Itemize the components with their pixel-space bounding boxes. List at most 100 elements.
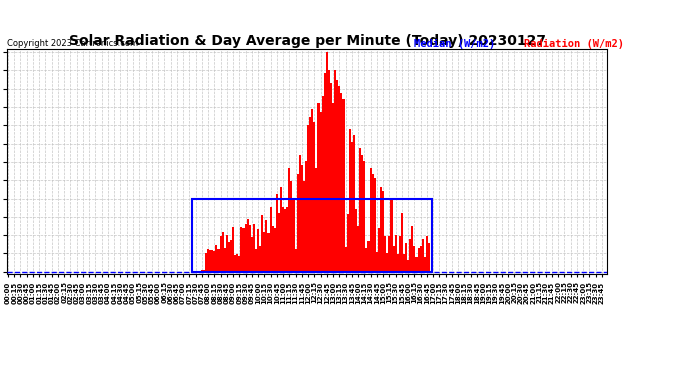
Bar xyxy=(250,237,253,272)
Bar xyxy=(368,241,370,272)
Bar xyxy=(399,236,401,272)
Bar xyxy=(426,236,428,272)
Bar xyxy=(353,135,355,272)
Bar xyxy=(286,207,288,272)
Bar xyxy=(240,227,242,272)
Bar xyxy=(209,249,211,272)
Bar xyxy=(386,253,388,272)
Bar xyxy=(348,129,351,272)
Bar xyxy=(201,270,203,272)
Bar xyxy=(219,236,221,272)
Bar xyxy=(297,174,299,272)
Bar xyxy=(274,228,276,272)
Bar xyxy=(303,181,305,272)
Bar xyxy=(207,249,209,272)
Bar xyxy=(401,213,403,272)
Text: Copyright 2023 Cartronics.com: Copyright 2023 Cartronics.com xyxy=(7,39,138,48)
Bar xyxy=(272,226,274,272)
Bar xyxy=(248,225,250,272)
Bar xyxy=(213,251,215,272)
Bar xyxy=(382,190,384,272)
Bar xyxy=(284,209,286,272)
Bar xyxy=(428,243,430,272)
Bar xyxy=(344,248,346,272)
Bar xyxy=(197,271,199,272)
Bar xyxy=(242,228,244,272)
Bar xyxy=(388,236,391,272)
Bar xyxy=(364,161,366,272)
Bar xyxy=(362,155,364,272)
Bar xyxy=(332,103,334,272)
Bar xyxy=(226,235,228,272)
Bar xyxy=(259,246,262,272)
Bar xyxy=(193,198,432,272)
Bar xyxy=(395,236,397,272)
Bar xyxy=(253,224,255,272)
Bar xyxy=(397,254,399,272)
Bar xyxy=(393,246,395,272)
Bar xyxy=(422,239,424,272)
Bar xyxy=(376,252,378,272)
Bar xyxy=(290,181,293,272)
Bar xyxy=(403,254,405,272)
Bar xyxy=(330,83,332,272)
Bar xyxy=(357,226,359,272)
Bar xyxy=(266,220,268,272)
Bar xyxy=(293,200,295,272)
Bar xyxy=(199,271,201,272)
Bar xyxy=(224,248,226,272)
Text: Median (W/m2): Median (W/m2) xyxy=(414,39,495,50)
Bar xyxy=(236,254,238,272)
Bar xyxy=(278,213,280,272)
Bar xyxy=(211,249,213,272)
Bar xyxy=(409,239,411,272)
Bar xyxy=(307,126,309,272)
Bar xyxy=(257,229,259,272)
Bar xyxy=(288,168,290,272)
Bar xyxy=(366,248,368,272)
Bar xyxy=(407,260,409,272)
Bar xyxy=(299,155,301,272)
Bar xyxy=(372,174,374,272)
Bar xyxy=(282,207,284,272)
Bar xyxy=(319,112,322,272)
Bar xyxy=(420,246,422,272)
Bar xyxy=(311,109,313,272)
Bar xyxy=(346,213,348,272)
Bar xyxy=(221,232,224,272)
Bar xyxy=(338,87,340,272)
Bar xyxy=(228,242,230,272)
Bar xyxy=(244,224,246,272)
Bar xyxy=(264,232,266,272)
Bar xyxy=(317,103,319,272)
Bar xyxy=(230,240,232,272)
Bar xyxy=(378,228,380,272)
Bar xyxy=(276,194,278,272)
Bar xyxy=(342,99,344,272)
Bar xyxy=(215,244,217,272)
Bar xyxy=(309,117,311,272)
Bar xyxy=(384,236,386,272)
Text: Radiation (W/m2): Radiation (W/m2) xyxy=(524,39,624,50)
Bar xyxy=(203,270,205,272)
Bar xyxy=(380,187,382,272)
Bar xyxy=(355,209,357,272)
Bar xyxy=(374,177,376,272)
Bar xyxy=(417,248,420,272)
Bar xyxy=(315,168,317,272)
Bar xyxy=(340,93,342,272)
Bar xyxy=(255,249,257,272)
Bar xyxy=(246,219,248,272)
Bar xyxy=(262,215,264,272)
Bar xyxy=(336,80,338,272)
Bar xyxy=(351,142,353,272)
Bar xyxy=(370,168,372,272)
Bar xyxy=(411,226,413,272)
Bar xyxy=(324,74,326,272)
Bar xyxy=(217,249,219,272)
Bar xyxy=(295,249,297,272)
Bar xyxy=(334,70,336,272)
Bar xyxy=(301,165,303,272)
Bar xyxy=(359,148,362,272)
Bar xyxy=(328,70,330,272)
